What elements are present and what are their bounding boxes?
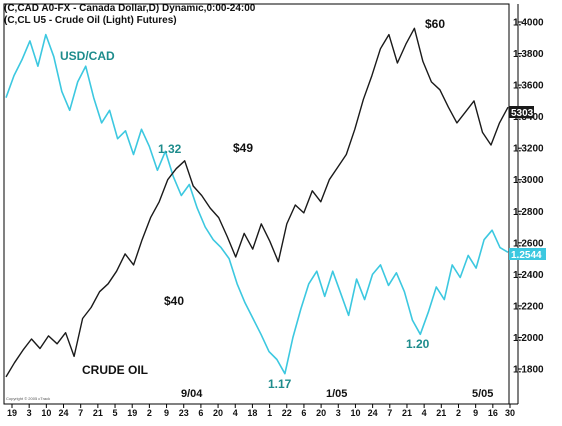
y-tick-label: 1.2000 <box>513 333 544 344</box>
x-tick-label: 24 <box>59 408 69 418</box>
x-tick-label: 10 <box>41 408 51 418</box>
x-tick-label: 9 <box>164 408 169 418</box>
usdcad-label: USD/CAD <box>60 49 115 63</box>
x-tick-label: 20 <box>213 408 223 418</box>
y-tick-label: 1.1800 <box>513 365 544 376</box>
usdcad-mid-label: 1.20 <box>406 337 430 351</box>
y-tick-label: 1.2400 <box>513 270 544 281</box>
y-tick-label: 1.3600 <box>513 81 544 92</box>
x-tick-label: 7 <box>78 408 83 418</box>
x-tick-label: 3 <box>336 408 341 418</box>
x-tick-label: 20 <box>316 408 326 418</box>
period-label-sep04: 9/04 <box>181 388 203 400</box>
usdcad-peak-label: 1.32 <box>158 142 182 156</box>
x-tick-label: 19 <box>7 408 17 418</box>
period-label-may05: 5/05 <box>472 388 493 400</box>
usdcad-low-label: 1.17 <box>268 377 292 391</box>
usdcad-value-badge <box>509 248 546 260</box>
x-tick-label: 23 <box>179 408 189 418</box>
x-tick-label: 19 <box>127 408 137 418</box>
usdcad-line <box>5 33 509 375</box>
x-tick-label: 30 <box>505 408 515 418</box>
x-tick-label: 18 <box>247 408 257 418</box>
chart-header-line2: (C,CL U5 - Crude Oil (Light) Futures) <box>4 15 177 26</box>
x-tick-label: 10 <box>350 408 360 418</box>
copyright-text: Copyright © 2005 cTrack <box>6 396 50 401</box>
x-tick-label: 6 <box>198 408 203 418</box>
y-tick-label: 1.3800 <box>513 49 544 60</box>
x-tick-label: 22 <box>282 408 292 418</box>
x-tick-label: 16 <box>488 408 498 418</box>
x-tick-label: 6 <box>301 408 306 418</box>
x-tick-label: 3 <box>27 408 32 418</box>
period-label-jan05: 1/05 <box>326 388 347 400</box>
crude-oil-line <box>5 27 509 378</box>
y-tick-label: 1.2600 <box>513 238 544 249</box>
crude-peak-label: $49 <box>233 141 253 155</box>
y-tick-label: 1.2800 <box>513 207 544 218</box>
x-tick-label: 7 <box>387 408 392 418</box>
y-tick-label: 1.2200 <box>513 301 544 312</box>
crude-value-badge <box>509 106 534 118</box>
plot-frame <box>3 3 510 405</box>
x-tick-label: 21 <box>436 408 446 418</box>
y-axis-ticks: 1.40001.38001.36001.34001.32001.30001.28… <box>513 18 544 376</box>
crude-value-badge-text: 5303 <box>511 108 534 119</box>
y-tick-label: 1.4000 <box>513 18 544 29</box>
x-tick-label: 1 <box>267 408 272 418</box>
x-tick-label: 2 <box>147 408 152 418</box>
series-layer <box>5 27 509 378</box>
crude-low-label: $40 <box>164 294 184 308</box>
y-tick-label: 1.3200 <box>513 144 544 155</box>
x-axis-ticks: 19 3 10 24 7 21 5 19 2 9 23 6 20 4 18 1 22 6 20 3 10 24 7 21 4 21… <box>7 404 515 418</box>
x-tick-label: 4 <box>422 408 427 418</box>
x-tick-label: 21 <box>402 408 412 418</box>
x-tick-label: 5 <box>113 408 118 418</box>
crude-high-label: $60 <box>425 17 445 31</box>
x-tick-label: 2 <box>456 408 461 418</box>
x-tick-label: 24 <box>368 408 378 418</box>
x-tick-label: 21 <box>93 408 103 418</box>
y-tick-label: 1.3000 <box>513 175 544 186</box>
chart-header-line1: (C,CAD A0-FX - Canada Dollar,D) Dynamic,… <box>4 3 256 14</box>
crude-oil-label: CRUDE OIL <box>82 363 148 377</box>
usdcad-value-badge-text: 1.2544 <box>511 250 542 261</box>
x-tick-label: 4 <box>233 408 238 418</box>
x-tick-label: 9 <box>473 408 478 418</box>
